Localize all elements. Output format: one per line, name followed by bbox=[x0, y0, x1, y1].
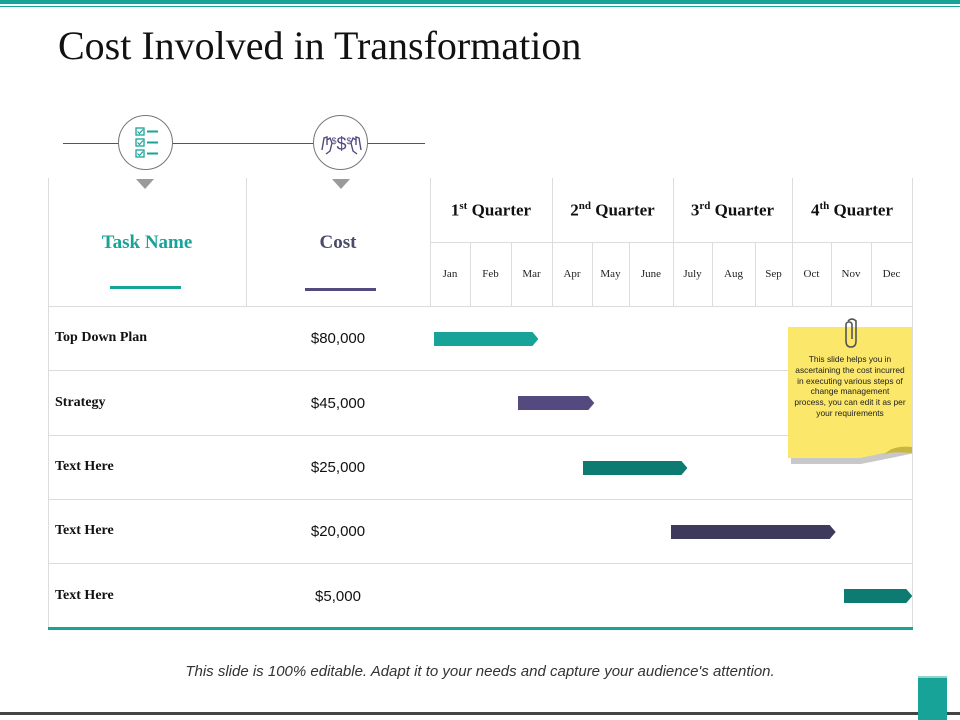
month-dec: Dec bbox=[882, 268, 901, 280]
grid-line bbox=[48, 178, 49, 628]
month-apr: Apr bbox=[563, 268, 581, 280]
grid-line bbox=[48, 435, 912, 436]
sticky-note bbox=[788, 318, 912, 464]
cost-pointer-triangle bbox=[332, 179, 350, 189]
grid-line bbox=[831, 242, 832, 306]
top-accent-line bbox=[0, 6, 960, 7]
task-pointer-triangle bbox=[136, 179, 154, 189]
grid-line bbox=[511, 242, 512, 306]
task-name-header: Task Name bbox=[101, 232, 193, 253]
task-cost: $80,000 bbox=[310, 330, 366, 347]
paperclip-icon bbox=[845, 318, 857, 348]
grid-line bbox=[552, 178, 553, 242]
grid-line bbox=[552, 242, 553, 306]
footer-caption: This slide is 100% editable. Adapt it to… bbox=[185, 663, 775, 680]
task-cost: $25,000 bbox=[310, 459, 366, 476]
cost-header-underline bbox=[305, 288, 376, 291]
quarter-3-header: 3rd Quarter bbox=[690, 200, 775, 220]
gantt-bar bbox=[434, 332, 539, 346]
task-cost: $45,000 bbox=[310, 395, 366, 412]
month-nov: Nov bbox=[841, 268, 861, 280]
month-sep: Sep bbox=[765, 268, 782, 280]
grid-line bbox=[48, 563, 912, 564]
task-name: Text Here bbox=[55, 588, 114, 603]
gantt-bar bbox=[582, 461, 688, 475]
task-cost: $5,000 bbox=[315, 588, 361, 605]
grid-line bbox=[792, 178, 793, 242]
quarter-1-header: 1st Quarter bbox=[450, 200, 532, 220]
month-may: May bbox=[600, 268, 621, 280]
sticky-note-text: This slide helps you in ascertaining the… bbox=[794, 354, 906, 418]
quarter-4-header: 4th Quarter bbox=[810, 200, 893, 220]
grid-line bbox=[673, 242, 674, 306]
month-feb: Feb bbox=[482, 268, 499, 280]
svg-text:$: $ bbox=[346, 136, 351, 146]
month-july: July bbox=[683, 268, 702, 280]
grid-line bbox=[792, 242, 793, 306]
task-cost: $20,000 bbox=[310, 523, 366, 540]
grid-line bbox=[48, 306, 912, 307]
grid-line bbox=[48, 499, 912, 500]
month-mar: Mar bbox=[522, 268, 541, 280]
icon-connector-line bbox=[63, 143, 425, 144]
table-bottom-border bbox=[48, 627, 913, 630]
grid-line bbox=[592, 242, 593, 306]
task-name: Strategy bbox=[55, 395, 106, 410]
month-aug: Aug bbox=[724, 268, 743, 280]
quarter-2-header: 2nd Quarter bbox=[570, 200, 655, 220]
gantt-bar bbox=[671, 525, 836, 539]
task-name: Text Here bbox=[55, 459, 114, 474]
grid-line bbox=[755, 242, 756, 306]
money-hands-icon: $ $ $ bbox=[313, 115, 368, 170]
task-header-underline bbox=[110, 286, 181, 289]
svg-text:$: $ bbox=[336, 134, 346, 154]
gantt-bar bbox=[843, 589, 912, 603]
month-june: June bbox=[640, 268, 662, 280]
grid-line bbox=[430, 242, 912, 243]
grid-line bbox=[912, 178, 913, 628]
task-name: Text Here bbox=[55, 523, 114, 538]
slide-title: Cost Involved in Transformation bbox=[58, 23, 582, 68]
bottom-rule bbox=[0, 712, 960, 715]
svg-text:$: $ bbox=[331, 136, 336, 146]
corner-accent-block bbox=[918, 678, 947, 720]
grid-line bbox=[470, 242, 471, 306]
cost-header: Cost bbox=[319, 232, 357, 253]
task-name: Top Down Plan bbox=[55, 330, 148, 345]
grid-line bbox=[871, 242, 872, 306]
gantt-bar bbox=[518, 396, 595, 410]
top-accent-bar bbox=[0, 0, 960, 4]
month-oct: Oct bbox=[803, 268, 820, 280]
month-jan: Jan bbox=[442, 268, 458, 280]
checklist-icon bbox=[118, 115, 173, 170]
grid-line bbox=[673, 178, 674, 242]
grid-line bbox=[48, 370, 912, 371]
grid-line bbox=[712, 242, 713, 306]
grid-line bbox=[629, 242, 630, 306]
grid-line bbox=[246, 178, 247, 306]
